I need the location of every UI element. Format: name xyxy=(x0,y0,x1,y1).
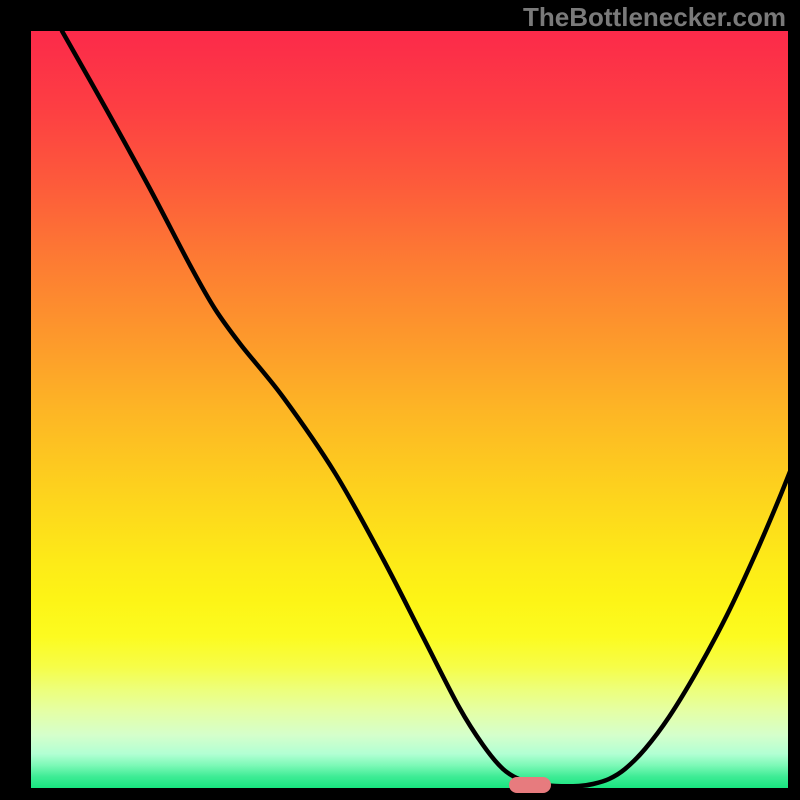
watermark-text: TheBottlenecker.com xyxy=(523,2,786,33)
border-right xyxy=(788,0,800,800)
curve-svg xyxy=(31,31,788,788)
plot-area xyxy=(31,31,788,788)
border-bottom xyxy=(0,788,800,800)
optimum-marker xyxy=(509,777,551,793)
border-left xyxy=(0,0,31,800)
bottleneck-curve xyxy=(62,31,788,786)
chart-root: TheBottlenecker.com xyxy=(0,0,800,800)
